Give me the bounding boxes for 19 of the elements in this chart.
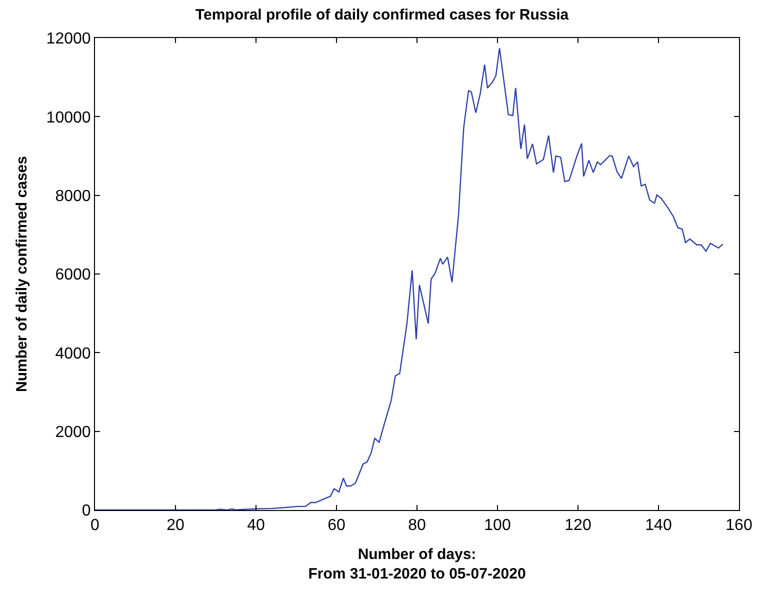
line-series (95, 48, 724, 510)
x-tick-label: 160 (726, 517, 752, 534)
x-tick-label: 140 (645, 517, 672, 534)
y-tick-label: 8000 (55, 188, 91, 205)
y-tick-label: 0 (82, 502, 91, 520)
x-tick-label: 100 (484, 517, 511, 534)
x-tick-label: 20 (166, 517, 184, 534)
x-tick-label: 80 (408, 517, 426, 534)
y-axis-title: Number of daily confirmed cases (14, 156, 31, 392)
y-tick-label: 10000 (46, 109, 91, 126)
y-tick-label: 4000 (55, 345, 91, 362)
y-tick-label: 12000 (46, 30, 91, 48)
x-tick-label: 40 (247, 517, 265, 534)
chart-title: Temporal profile of daily confirmed cases for Russia (195, 6, 570, 24)
x-tick-label: 60 (328, 517, 346, 534)
y-tick-label: 2000 (55, 424, 91, 441)
x-axis-title: Number of days: From 31-01-2020 to 05-07-2020 (308, 546, 526, 583)
x-tick-label: 120 (564, 517, 592, 534)
y-tick-label: 6000 (55, 266, 91, 284)
